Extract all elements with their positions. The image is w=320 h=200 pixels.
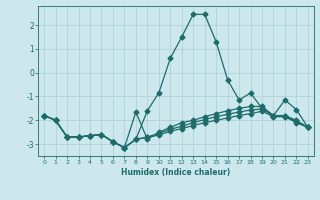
X-axis label: Humidex (Indice chaleur): Humidex (Indice chaleur) xyxy=(121,168,231,177)
